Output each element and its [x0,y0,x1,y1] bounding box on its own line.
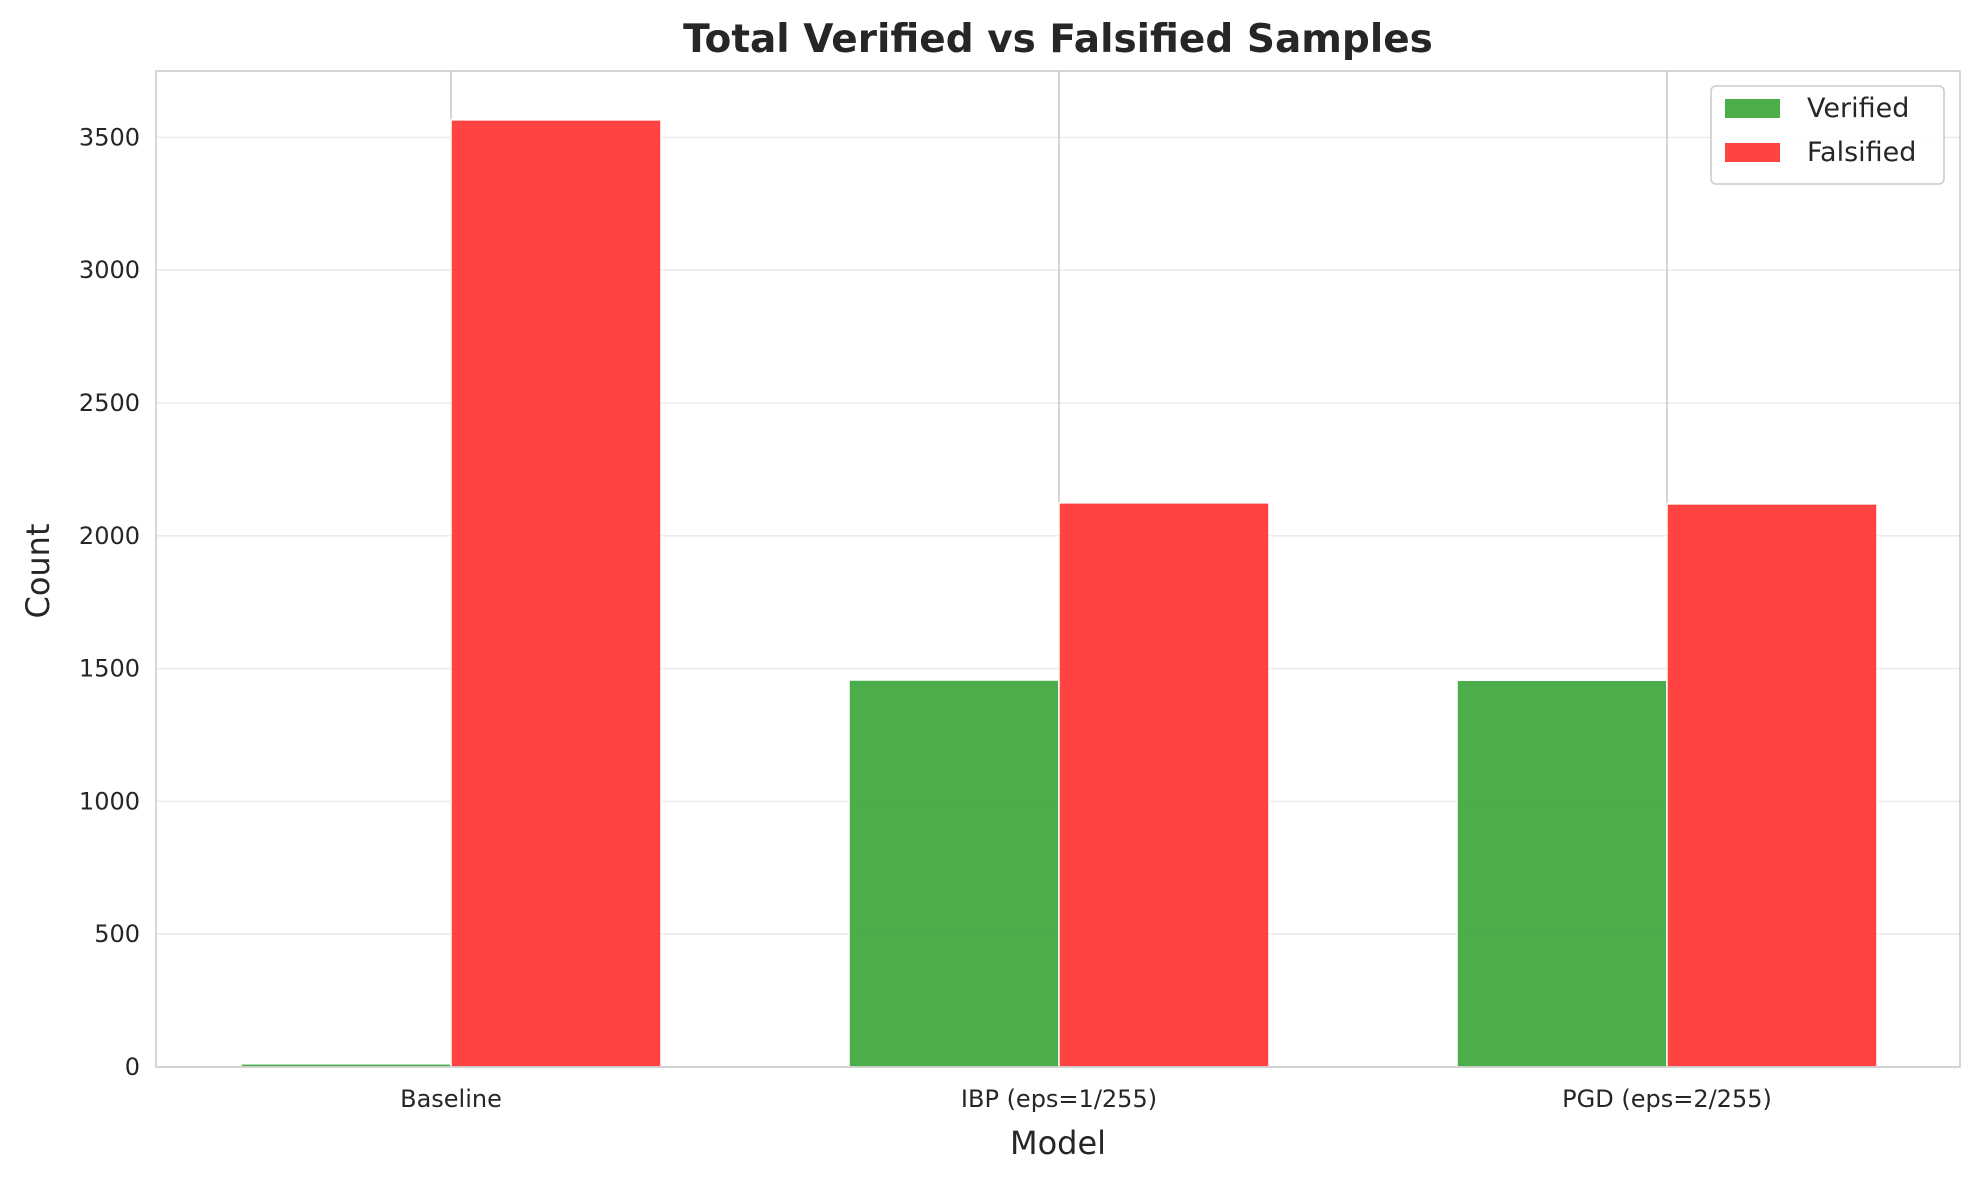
bar-falsified-0 [450,119,662,1068]
y-tick-label: 0 [125,1053,140,1081]
y-axis-ticks: 0 500 1000 1500 2000 2500 3000 3500 [79,123,140,1081]
legend-label-falsified: Falsified [1807,137,1916,168]
x-tick-label: Baseline [400,1085,502,1113]
x-axis-label: Model [1010,1124,1106,1162]
y-tick-label: 2000 [79,522,140,550]
x-tick-label: PGD (eps=2/255) [1562,1085,1772,1113]
plot-frame [155,70,1961,1068]
legend: Verified Falsified [1710,85,1945,185]
legend-label-verified: Verified [1807,93,1909,124]
y-tick-label: 3000 [79,256,140,284]
y-tick-label: 2500 [79,389,140,417]
x-tick-label: IBP (eps=1/255) [961,1085,1157,1113]
bar-verified-1 [848,679,1060,1068]
chart-title: Total Verified vs Falsified Samples [683,17,1433,62]
legend-swatch-falsified [1725,143,1780,162]
y-tick-label: 500 [94,920,140,948]
x-axis-ticks: Baseline IBP (eps=1/255) PGD (eps=2/255) [400,1085,1772,1113]
y-tick-label: 1500 [79,655,140,683]
bar-falsified-2 [1666,503,1878,1068]
y-tick-label: 1000 [79,787,140,815]
y-axis-label: Count [19,523,57,618]
bar-verified-2 [1456,679,1668,1068]
bar-falsified-1 [1058,502,1270,1068]
y-tick-label: 3500 [79,123,140,151]
bars [240,119,1878,1068]
legend-swatch-verified [1725,99,1780,118]
